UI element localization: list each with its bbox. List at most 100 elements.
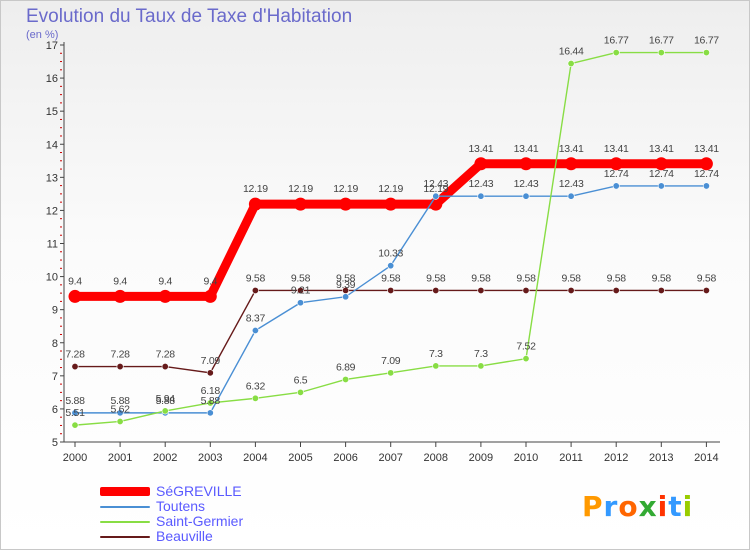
data-label: 7.3 <box>429 348 443 360</box>
y-tick-label: 7 <box>52 371 58 383</box>
data-label: 9.4 <box>68 275 82 287</box>
y-minor-tick <box>60 433 62 435</box>
unit-label: (en %) <box>26 29 59 41</box>
y-tick-label: 13 <box>46 172 58 184</box>
data-point-s-greville <box>203 289 217 303</box>
data-label: 13.41 <box>694 143 719 155</box>
data-label: 9.58 <box>607 272 627 284</box>
y-minor-tick <box>60 317 62 319</box>
data-point-beauville <box>612 286 620 294</box>
y-minor-tick <box>60 69 62 71</box>
series-line-saint-germier <box>74 51 707 426</box>
y-minor-tick <box>60 383 62 385</box>
y-minor-tick <box>60 284 62 286</box>
data-label: 16.77 <box>604 35 629 47</box>
data-point-s-greville <box>474 157 488 171</box>
legend-swatch <box>100 535 150 538</box>
data-label: 5.94 <box>156 393 176 405</box>
y-tick-label: 5 <box>52 437 58 449</box>
data-point-saint-germier <box>702 49 710 57</box>
data-point-beauville <box>567 286 575 294</box>
data-label: 16.77 <box>694 35 719 47</box>
data-label: 12.74 <box>694 168 719 180</box>
data-point-toutens <box>296 299 304 307</box>
data-point-toutens <box>522 192 530 200</box>
y-minor-tick <box>60 85 62 87</box>
y-minor-tick <box>60 367 62 369</box>
data-point-toutens <box>206 409 214 417</box>
y-minor-tick <box>60 358 62 360</box>
data-point-toutens <box>251 327 259 335</box>
data-point-beauville <box>251 286 259 294</box>
y-minor-tick <box>60 292 62 294</box>
data-label: 9.58 <box>426 272 446 284</box>
legend-label: Beauville <box>156 528 213 544</box>
data-point-s-greville <box>519 157 533 171</box>
data-point-beauville <box>432 286 440 294</box>
y-minor-tick <box>60 94 62 96</box>
legend-item: Saint-Germier <box>100 514 243 529</box>
y-minor-tick <box>60 193 62 195</box>
data-label: 12.43 <box>423 178 448 190</box>
x-tick-label: 2013 <box>649 452 673 464</box>
legend-label: Toutens <box>156 498 206 514</box>
data-point-toutens <box>342 293 350 301</box>
data-label: 9.58 <box>561 272 581 284</box>
x-tick-label: 2012 <box>604 452 628 464</box>
x-tick-label: 2001 <box>108 452 132 464</box>
data-label: 12.19 <box>423 183 448 195</box>
data-point-saint-germier <box>612 49 620 57</box>
data-label: 13.41 <box>649 143 674 155</box>
data-point-beauville <box>206 369 214 377</box>
y-minor-tick <box>60 350 62 352</box>
y-minor-tick <box>60 234 62 236</box>
x-tick-label: 2007 <box>378 452 402 464</box>
data-label: 6.89 <box>336 361 356 373</box>
data-label: 7.28 <box>110 349 130 361</box>
y-minor-tick <box>60 52 62 54</box>
y-minor-tick <box>60 251 62 253</box>
data-label: 7.09 <box>381 355 401 367</box>
y-minor-tick <box>60 201 62 203</box>
x-tick-label: 2011 <box>559 452 583 464</box>
data-point-saint-germier <box>206 399 214 407</box>
data-point-beauville <box>522 286 530 294</box>
data-label: 6.18 <box>201 385 221 397</box>
x-tick-label: 2000 <box>63 452 87 464</box>
data-label: 5.88 <box>156 395 176 407</box>
data-point-saint-germier <box>522 355 530 363</box>
data-point-s-greville <box>699 157 713 171</box>
legend: SéGREVILLE Toutens Saint-Germier Beauville <box>100 484 243 544</box>
x-tick-label: 2010 <box>514 452 538 464</box>
data-label: 9.4 <box>113 275 127 287</box>
data-point-toutens <box>116 409 124 417</box>
data-label: 12.19 <box>243 183 268 195</box>
y-minor-tick <box>60 259 62 261</box>
data-label: 12.19 <box>378 183 403 195</box>
x-tick-label: 2003 <box>198 452 222 464</box>
data-label: 5.88 <box>201 395 221 407</box>
data-label: 9.58 <box>697 272 717 284</box>
y-minor-tick <box>60 391 62 393</box>
data-point-s-greville <box>158 289 172 303</box>
data-point-saint-germier <box>657 49 665 57</box>
data-label: 5.88 <box>110 395 130 407</box>
data-label: 9.58 <box>516 272 536 284</box>
data-point-toutens <box>387 262 395 270</box>
data-label: 12.19 <box>288 183 313 195</box>
x-tick-label: 2014 <box>694 452 718 464</box>
data-label: 5.51 <box>65 407 85 419</box>
data-point-beauville <box>702 286 710 294</box>
data-label: 13.41 <box>514 143 539 155</box>
data-point-saint-germier <box>71 421 79 429</box>
x-tick-label: 2008 <box>424 452 448 464</box>
data-point-s-greville <box>68 289 82 303</box>
data-point-s-greville <box>564 157 578 171</box>
data-label: 13.41 <box>469 143 494 155</box>
data-label: 9.58 <box>336 272 356 284</box>
y-tick-label: 10 <box>46 272 58 284</box>
data-point-toutens <box>71 409 79 417</box>
data-label: 9.4 <box>158 275 172 287</box>
y-minor-tick <box>60 218 62 220</box>
